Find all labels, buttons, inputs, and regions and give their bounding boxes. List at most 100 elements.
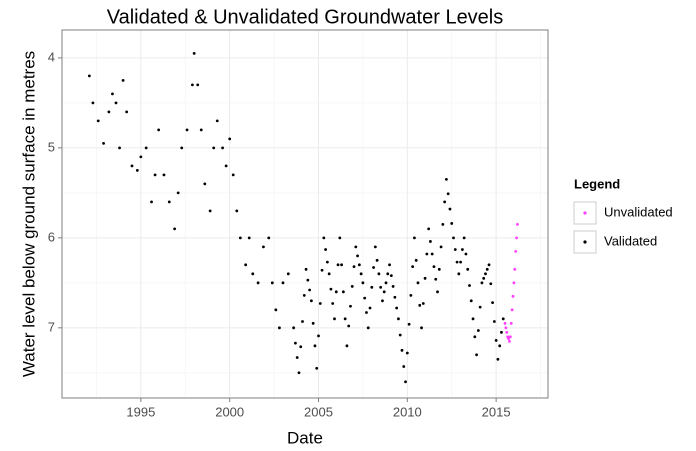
data-point [286,272,290,276]
data-point [446,192,450,196]
data-point [295,356,299,359]
data-point [444,177,448,181]
data-point [443,200,447,204]
data-point [404,380,407,384]
x-axis-label: Date [287,428,323,447]
data-point [482,276,486,280]
data-point [395,306,399,310]
data-point [185,128,189,132]
data-point [405,351,409,355]
data-point [439,245,443,249]
data-point [91,101,95,105]
data-point [379,285,383,289]
data-point [489,282,493,286]
data-point [409,294,413,297]
data-point [375,258,379,262]
data-point [345,344,349,348]
plot-border [61,29,549,399]
data-point [267,236,271,240]
data-point [157,128,161,132]
data-point [508,339,511,343]
data-point [315,366,319,370]
data-point [208,209,212,213]
data-point [407,322,411,326]
data-point [308,288,312,292]
data-point [325,260,329,264]
data-point [322,236,326,240]
data-point [509,321,513,325]
x-tick-label: 2015 [482,404,511,419]
data-point [318,302,322,305]
data-point [167,200,171,204]
data-point [162,173,166,177]
legend-label: Validated [604,233,657,248]
data-point [350,285,354,288]
data-point [111,92,114,96]
data-point [114,101,118,105]
data-point [512,281,516,285]
data-point [118,146,121,150]
data-point [294,341,297,345]
data-point [336,263,340,267]
chart-title: Validated & Unvalidated Groundwater Leve… [107,6,504,28]
data-point [334,290,338,294]
data-point [297,371,301,375]
data-point [448,207,452,211]
data-point [372,266,375,269]
data-point [382,290,386,294]
data-point [393,295,397,299]
data-point [508,335,512,339]
data-point [427,227,431,231]
data-point [309,299,313,303]
legend-marker [583,211,587,215]
data-point [324,248,328,251]
data-point [389,274,393,278]
x-tick-label: 2000 [215,404,244,419]
data-point [349,304,352,308]
data-point [354,245,358,249]
data-point [327,272,331,276]
data-point [192,51,196,55]
data-point [359,272,363,276]
data-point [492,320,496,323]
data-point [498,344,502,348]
data-point [504,326,508,330]
data-point [329,287,333,291]
data-point [432,265,436,269]
y-tick-label: 4 [48,49,55,64]
data-point [484,272,487,276]
data-point [121,78,125,82]
data-point [411,265,415,269]
data-point [203,182,207,186]
data-point [391,285,395,288]
data-point [338,236,342,240]
data-point [501,317,505,321]
data-point [333,317,336,321]
data-point [455,260,459,264]
data-point [144,146,148,150]
data-point [306,278,310,282]
data-point [388,263,391,267]
data-point [450,222,454,225]
data-point [87,74,91,78]
data-point [365,311,368,314]
data-point [487,263,491,267]
data-point [513,267,517,271]
data-point [352,265,356,269]
data-point [384,281,388,285]
y-tick-label: 7 [48,319,55,334]
data-point [505,330,509,334]
data-point [357,263,361,267]
data-point [377,272,381,276]
data-point [420,326,423,330]
data-point [507,337,510,341]
data-point [457,272,461,276]
data-point [212,146,216,150]
data-point [494,339,498,342]
data-point [139,155,143,159]
data-point [125,110,129,114]
data-point [423,276,427,280]
data-point [153,173,157,177]
data-point [107,110,111,114]
data-point [416,281,420,285]
